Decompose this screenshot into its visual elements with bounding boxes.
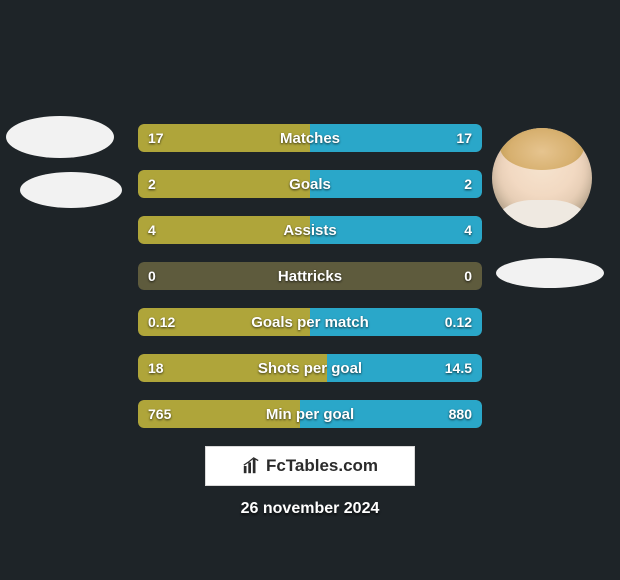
brand-text: FcTables.com [266,456,378,476]
stat-label: Matches [138,124,482,152]
stat-label: Goals [138,170,482,198]
player2-logo-placeholder [496,258,604,288]
stat-row: 22Goals [138,170,482,198]
player1-logo-placeholder [20,172,122,208]
brand-box: FcTables.com [205,446,415,486]
stat-row: 765880Min per goal [138,400,482,428]
date-text: 26 november 2024 [0,500,620,518]
stat-label: Min per goal [138,400,482,428]
stat-label: Hattricks [138,262,482,290]
stat-label: Goals per match [138,308,482,336]
stat-row: 1717Matches [138,124,482,152]
stat-row: 1814.5Shots per goal [138,354,482,382]
stats-table: 1717Matches 22Goals 44Assists 00Hattricks 0.… [138,124,482,446]
player2-avatar [492,128,592,228]
stat-label: Shots per goal [138,354,482,382]
bar-chart-icon [242,457,260,475]
stat-row: 0.120.12Goals per match [138,308,482,336]
player1-avatar-placeholder [6,116,114,158]
stat-row: 00Hattricks [138,262,482,290]
stat-row: 44Assists [138,216,482,244]
comparison-card: Lewis Wing vs Luca Connell Club competit… [0,0,620,580]
stat-label: Assists [138,216,482,244]
